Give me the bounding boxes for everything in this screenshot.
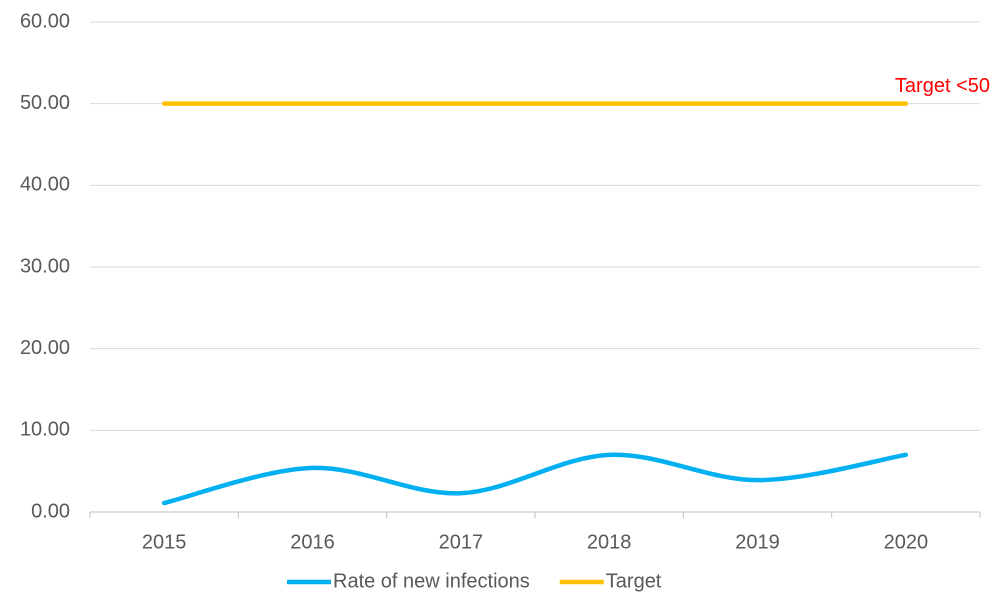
y-tick-label: 60.00 — [20, 10, 70, 32]
y-tick-label: 30.00 — [20, 255, 70, 277]
y-tick-label: 10.00 — [20, 419, 70, 441]
y-tick-label: 0.00 — [31, 500, 70, 522]
x-tick-label: 2017 — [439, 531, 484, 553]
x-tick-label: 2019 — [735, 531, 780, 553]
legend-label: Rate of new infections — [333, 570, 530, 592]
y-tick-label: 40.00 — [20, 174, 70, 196]
annotation: Target <50 — [895, 75, 990, 97]
series-line — [161, 452, 909, 506]
y-tick-label: 20.00 — [20, 337, 70, 359]
x-tick-label: 2015 — [142, 531, 187, 553]
x-tick-label: 2018 — [587, 531, 632, 553]
y-tick-label: 50.00 — [20, 92, 70, 114]
x-tick-label: 2016 — [290, 531, 335, 553]
legend-label: Target — [606, 570, 662, 592]
x-tick-label: 2020 — [884, 531, 929, 553]
